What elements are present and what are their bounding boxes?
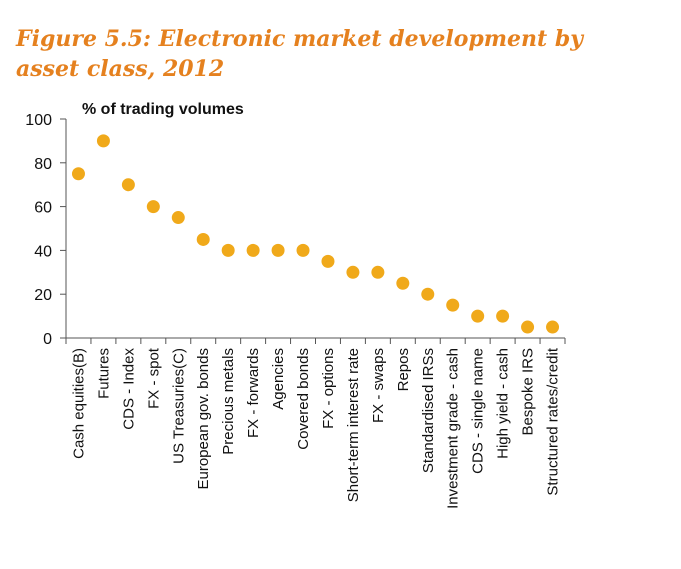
y-tick-label: 0 — [43, 331, 52, 348]
x-tick-label: High yield - cash — [495, 348, 512, 459]
data-point — [246, 243, 260, 257]
data-point — [521, 320, 535, 334]
x-tick-label: FX - options — [320, 348, 337, 429]
x-tick-labels: Cash equities(B) Futures CDS - Index FX - s… — [70, 347, 561, 509]
x-tick-label: Agencies — [270, 348, 287, 410]
data-point — [271, 243, 285, 257]
data-point — [221, 243, 235, 257]
data-point — [146, 200, 160, 214]
data-point — [71, 167, 85, 181]
data-point — [496, 309, 510, 323]
y-tick-label: 80 — [34, 156, 52, 173]
x-tick-label: FX - swaps — [370, 348, 387, 423]
data-point — [121, 178, 135, 192]
data-point — [196, 232, 210, 246]
x-tick-label: Covered bonds — [295, 348, 312, 450]
y-tick-label: 60 — [34, 200, 52, 217]
x-tick-label: Futures — [95, 348, 112, 399]
data-point — [421, 287, 435, 301]
data-point — [321, 254, 335, 268]
x-tick-label: Bespoke IRS — [520, 348, 537, 436]
data-point — [171, 211, 185, 225]
axes — [60, 118, 566, 344]
x-tick-label: European gov. bonds — [195, 348, 212, 490]
x-tick-label: Precious metals — [220, 348, 237, 455]
data-point — [446, 298, 460, 312]
y-tick-label: 100 — [25, 112, 52, 129]
y-tick-label: 20 — [34, 287, 52, 304]
y-axis-title: % of trading volumes — [82, 101, 244, 118]
x-tick-label: Short-term interest rate — [345, 348, 362, 502]
data-point — [471, 309, 485, 323]
x-tick-label: FX - forwards — [245, 348, 262, 438]
data-point — [96, 134, 110, 148]
data-point — [396, 276, 410, 290]
x-tick-label: Repos — [395, 348, 412, 391]
figure-title: Figure 5.5: Electronic market developmen… — [16, 24, 636, 84]
x-tick-label: US Treasuries(C) — [170, 348, 187, 464]
x-tick-label: FX - spot — [145, 347, 162, 409]
x-tick-label: Cash equities(B) — [70, 348, 87, 459]
data-point — [346, 265, 360, 279]
figure-title-line2: asset class, 2012 — [16, 56, 225, 82]
data-points — [71, 134, 560, 334]
figure-title-line1: Figure 5.5: Electronic market developmen… — [16, 26, 584, 52]
x-tick-label: Structured rates/credit — [545, 347, 562, 495]
x-tick-label: CDS - single name — [470, 348, 487, 474]
x-tick-label: Standardised IRSs — [420, 348, 437, 473]
data-point — [296, 243, 310, 257]
x-tick-label: Investment grade - cash — [445, 348, 462, 509]
y-tick-label: 40 — [34, 243, 52, 260]
x-tick-label: CDS - Index — [120, 348, 137, 430]
data-point — [546, 320, 560, 334]
y-tick-labels: 0 20 40 60 80 100 — [25, 112, 52, 348]
data-point — [371, 265, 385, 279]
